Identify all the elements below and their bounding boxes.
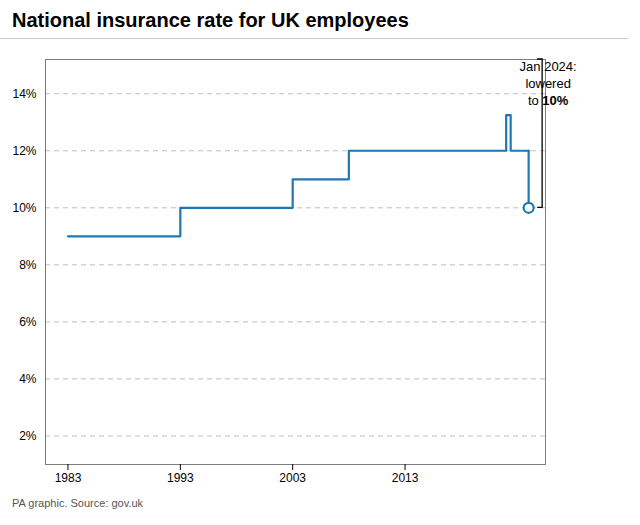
svg-text:2%: 2%	[19, 429, 37, 443]
svg-text:2003: 2003	[279, 471, 306, 485]
svg-text:8%: 8%	[19, 258, 37, 272]
svg-text:1983: 1983	[55, 471, 82, 485]
svg-text:12%: 12%	[12, 144, 36, 158]
svg-text:6%: 6%	[19, 315, 37, 329]
svg-text:4%: 4%	[19, 372, 37, 386]
svg-text:to 10%: to 10%	[528, 93, 569, 108]
html-text:PA graphic. Source: gov.uk: PA graphic. Source: gov.uk	[12, 497, 144, 509]
svg-text:14%: 14%	[12, 87, 36, 101]
svg-text:2013: 2013	[392, 471, 419, 485]
svg-text:lowered: lowered	[525, 76, 571, 91]
svg-text:10%: 10%	[12, 201, 36, 215]
html-text:National insurance rate for UK: National insurance rate for UK employees	[12, 9, 409, 31]
svg-text:Jan 2024:: Jan 2024:	[520, 59, 577, 74]
svg-text:1993: 1993	[167, 471, 194, 485]
